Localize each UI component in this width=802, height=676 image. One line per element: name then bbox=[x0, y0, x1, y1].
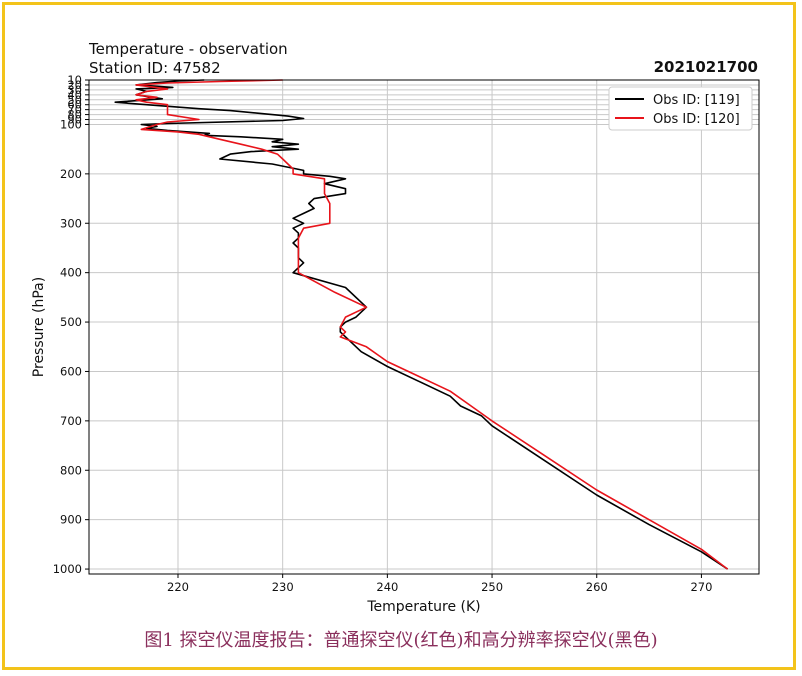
series-line-1 bbox=[135, 79, 729, 570]
legend-label-series-0: Obs ID: [119] bbox=[653, 93, 740, 108]
y-tick-label-8: 90 bbox=[67, 113, 82, 127]
plot-area-border bbox=[88, 79, 760, 575]
chart-title: Temperature - observation bbox=[89, 40, 288, 58]
series-lines bbox=[114, 79, 729, 570]
y-tick-label-6: 70 bbox=[67, 103, 82, 117]
legend-label-series-1: Obs ID: [120] bbox=[653, 112, 740, 127]
y-tick-label-11: 300 bbox=[60, 216, 82, 230]
x-axis-label: Temperature (K) bbox=[366, 599, 480, 615]
grid-lines bbox=[89, 79, 759, 574]
y-tick-label-1: 20 bbox=[67, 78, 82, 92]
y-tick-label-9: 100 bbox=[60, 117, 82, 131]
y-tick-label-17: 900 bbox=[60, 513, 82, 527]
y-tick-label-15: 700 bbox=[60, 414, 82, 428]
x-tick-label-1: 230 bbox=[272, 580, 294, 594]
y-tick-label-7: 80 bbox=[67, 108, 82, 122]
x-tick-labels: 220 230 240 250 260 270 bbox=[167, 574, 712, 594]
x-tick-label-3: 250 bbox=[481, 580, 503, 594]
chart-date-label: 2021021700 bbox=[653, 58, 758, 76]
y-tick-label-10: 200 bbox=[60, 167, 82, 181]
y-tick-label-13: 500 bbox=[60, 315, 82, 329]
y-tick-label-3: 40 bbox=[67, 88, 82, 102]
x-tick-label-4: 260 bbox=[586, 580, 608, 594]
x-tick-label-0: 220 bbox=[167, 580, 189, 594]
legend: Obs ID: [119] Obs ID: [120] bbox=[608, 86, 753, 131]
y-tick-label-18: 1000 bbox=[53, 562, 82, 576]
chart-subtitle: Station ID: 47582 bbox=[89, 59, 221, 77]
x-tick-label-5: 270 bbox=[690, 580, 712, 594]
y-tick-label-5: 60 bbox=[67, 98, 82, 112]
y-tick-label-16: 800 bbox=[60, 463, 82, 477]
series-line-0 bbox=[114, 79, 729, 570]
y-tick-label-14: 600 bbox=[60, 364, 82, 378]
y-tick-label-2: 30 bbox=[67, 83, 82, 97]
y-axis-label: Pressure (hPa) bbox=[31, 277, 47, 377]
chart-title-block: Temperature - observation Station ID: 47… bbox=[89, 40, 288, 78]
figure-caption: 图1 探空仪温度报告：普通探空仪(红色)和高分辨率探空仪(黑色) bbox=[144, 630, 658, 651]
legend-box bbox=[608, 86, 753, 131]
y-tick-label-12: 400 bbox=[60, 266, 82, 280]
y-tick-label-4: 50 bbox=[67, 93, 82, 107]
y-tick-label-0: 10 bbox=[67, 73, 82, 87]
x-tick-label-2: 240 bbox=[376, 580, 398, 594]
